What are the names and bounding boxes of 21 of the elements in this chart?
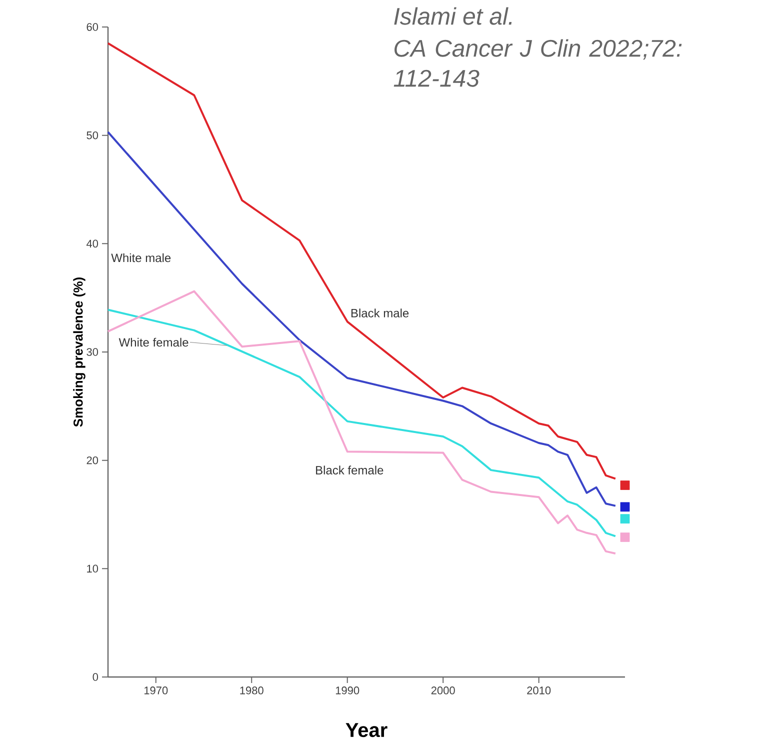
x-tick-label: 1990	[336, 686, 360, 694]
x-tick-label: 2010	[527, 686, 551, 694]
series-label: Black male	[351, 308, 409, 318]
series-label: White female	[118, 338, 188, 347]
y-tick-label: 40	[86, 240, 98, 248]
y-axis-title: Smoking prevalence (%)	[73, 278, 86, 427]
line-series	[107, 131, 616, 507]
y-tick-label: 60	[86, 23, 98, 31]
annotation: CA Cancer J Clin 2022;72: 112-143	[394, 39, 682, 87]
y-tick-label: 10	[87, 564, 98, 573]
y-tick-label: 20	[86, 456, 98, 464]
text: White male	[111, 253, 171, 262]
y-tick-label: 30	[86, 348, 98, 356]
text: Islami et al.	[394, 7, 512, 25]
series-label: Black female	[316, 466, 384, 474]
x-tick-label: 1970	[144, 686, 168, 694]
x-axis-title: Year	[346, 723, 388, 738]
y-tick-label: 0	[92, 673, 98, 681]
y-tick-label: 50	[86, 131, 98, 140]
x-tick-label: 1980	[240, 686, 264, 694]
x-tick-label: 2000	[431, 686, 455, 694]
